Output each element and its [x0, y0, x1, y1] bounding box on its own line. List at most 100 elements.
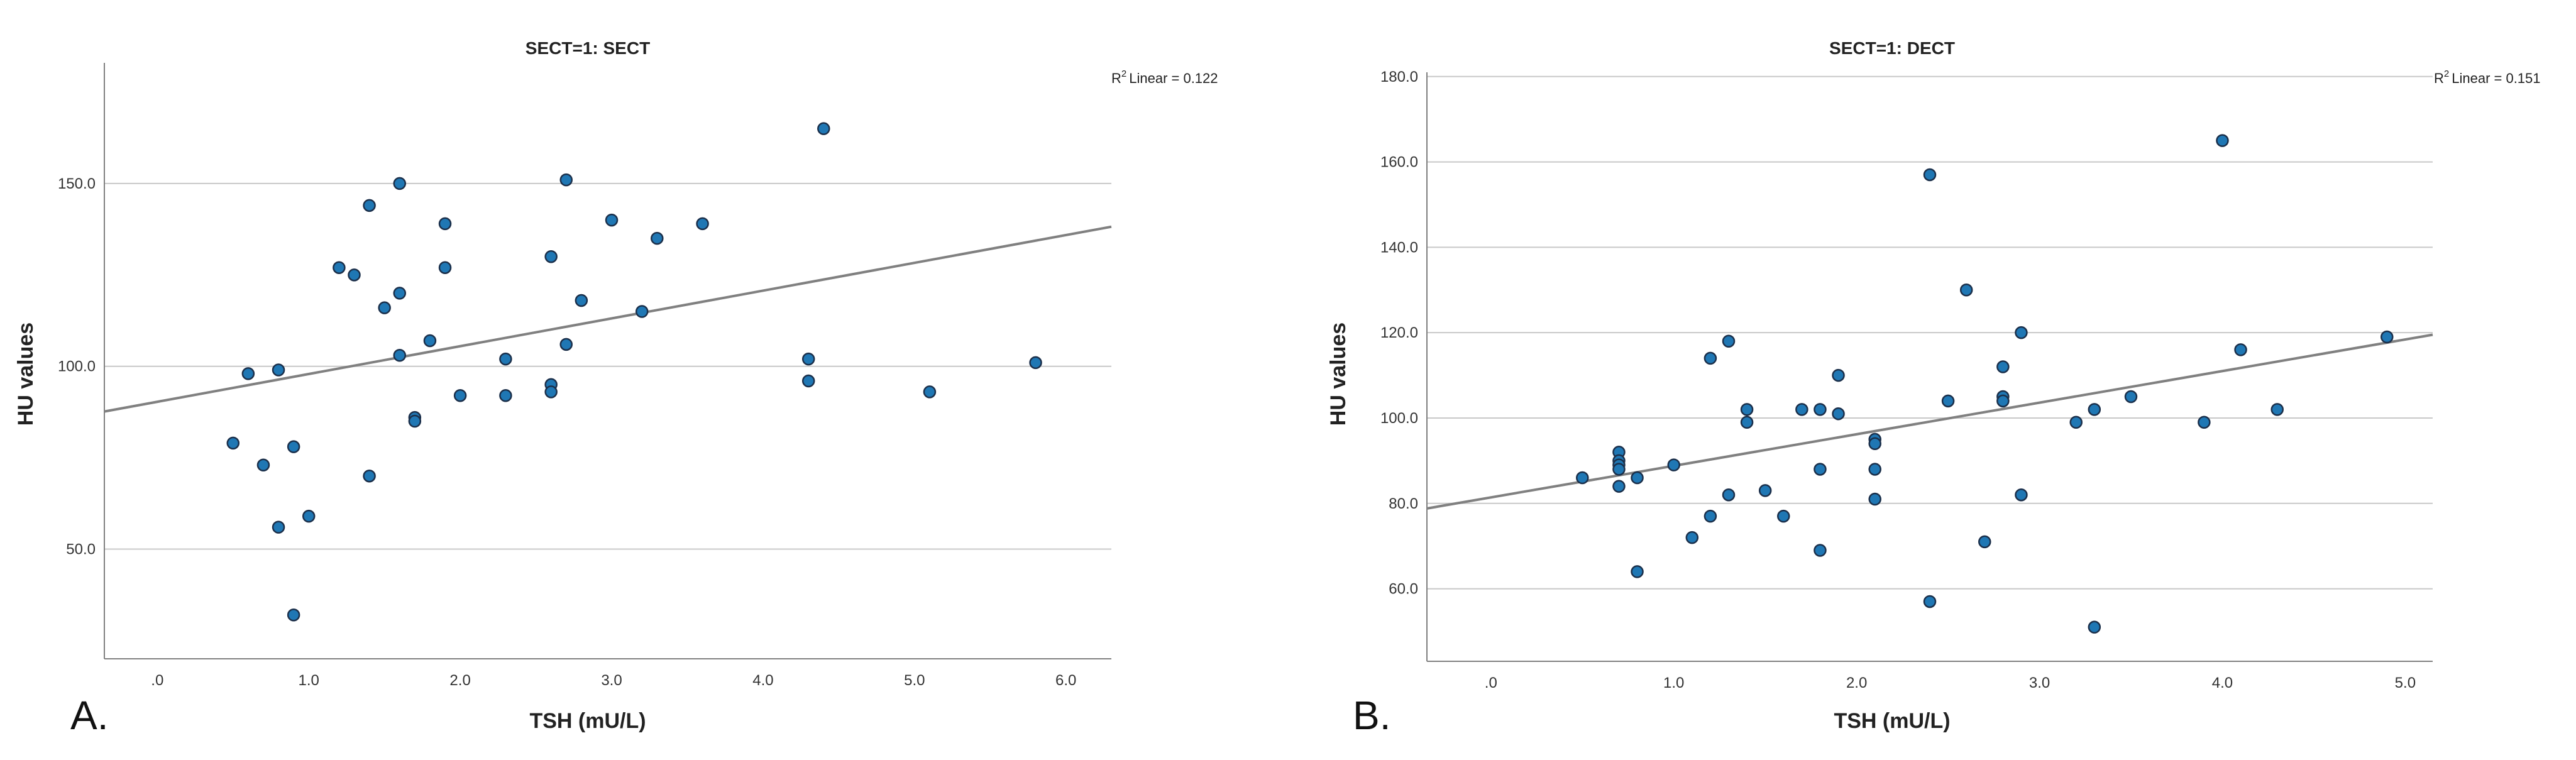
data-point	[2271, 403, 2284, 416]
data-point	[2234, 343, 2247, 356]
data-point	[272, 363, 285, 377]
data-point	[393, 287, 407, 300]
x-tick-label: 3.0	[601, 672, 622, 689]
r2-label: R2 Linear = 0.122	[1111, 69, 1218, 86]
x-tick-label: 3.0	[2029, 675, 2050, 691]
chart-dect: 60.0 80.0 100.0 120.0 140.0 160.0 180.0 .0 1.0 2.…	[1326, 38, 2541, 738]
x-tick-label: .0	[151, 672, 163, 689]
data-point	[2216, 134, 2229, 147]
data-point	[499, 389, 512, 402]
data-point	[348, 268, 361, 282]
chart-title: SECT=1: SECT	[526, 38, 650, 58]
data-points	[226, 122, 1042, 622]
data-point	[1685, 531, 1699, 544]
data-point	[302, 509, 316, 523]
data-point	[1978, 535, 1991, 549]
data-point	[696, 217, 709, 231]
x-tick-label: 1.0	[1663, 675, 1684, 691]
x-tick-label: 4.0	[752, 672, 773, 689]
data-point	[438, 217, 452, 231]
data-point	[801, 374, 815, 388]
data-point	[499, 352, 512, 366]
tick-labels: 50.0 100.0 150.0 .0 1.0 2.0 3.0 4.0 5.0 6.0	[58, 175, 1076, 689]
data-point	[1631, 471, 1644, 485]
fit-line-group	[104, 225, 1112, 413]
fit-line	[104, 225, 1112, 413]
data-point	[272, 520, 285, 534]
data-point	[1996, 360, 2010, 373]
x-tick-label: 2.0	[449, 672, 470, 689]
data-point	[2088, 620, 2101, 634]
data-point	[1631, 565, 1644, 578]
data-point	[1722, 488, 1736, 502]
data-point	[1923, 595, 1937, 609]
y-tick-label: 50.0	[66, 541, 96, 558]
x-tick-label: .0	[1485, 675, 1497, 691]
y-tick-label: 100.0	[58, 358, 96, 375]
data-point	[1996, 394, 2010, 408]
data-point	[363, 469, 376, 483]
axes	[1426, 72, 2433, 662]
data-point	[923, 385, 937, 399]
data-point	[1832, 407, 1845, 421]
data-point	[2015, 326, 2028, 339]
data-point	[256, 458, 270, 472]
data-point	[1740, 403, 1754, 416]
x-axis-label: TSH (mU/L)	[1834, 709, 1950, 733]
data-point	[1722, 334, 1736, 348]
data-points	[1576, 134, 2394, 634]
x-axis-label: TSH (mU/L)	[529, 709, 646, 733]
data-point	[1959, 284, 1973, 297]
data-point	[2124, 390, 2138, 404]
data-point	[1941, 394, 1955, 408]
data-point	[1814, 544, 1827, 557]
data-point	[1612, 480, 1626, 493]
gridlines	[104, 182, 1111, 550]
y-axis-label: HU values	[1326, 322, 1350, 426]
data-point	[287, 440, 300, 453]
x-tick-label: 4.0	[2212, 675, 2233, 691]
y-tick-label: 150.0	[58, 175, 96, 192]
data-point	[241, 367, 255, 380]
y-tick-label: 180.0	[1380, 69, 1418, 85]
data-point	[605, 213, 619, 227]
chart-title: SECT=1: DECT	[1829, 38, 1955, 58]
data-point	[423, 334, 437, 348]
y-tick-label: 160.0	[1380, 154, 1418, 171]
data-point	[544, 250, 558, 263]
data-point	[226, 436, 240, 450]
y-tick-label: 100.0	[1380, 410, 1418, 427]
data-point	[1795, 403, 1808, 416]
data-point	[1612, 463, 1626, 476]
data-point	[2381, 330, 2394, 344]
data-point	[559, 173, 573, 187]
data-point	[333, 261, 346, 274]
fit-line	[1426, 333, 2433, 510]
data-point	[1814, 463, 1827, 476]
tick-labels: 60.0 80.0 100.0 120.0 140.0 160.0 180.0 .0 1.0 2.…	[1380, 69, 2416, 691]
data-point	[559, 338, 573, 351]
y-tick-label: 120.0	[1380, 324, 1418, 341]
data-point	[1667, 458, 1680, 471]
data-point	[2198, 416, 2211, 429]
data-point	[1758, 484, 1772, 497]
data-point	[393, 349, 407, 362]
r2-value: Linear = 0.122	[1129, 70, 1218, 86]
data-point	[378, 301, 391, 314]
y-tick-label: 140.0	[1380, 239, 1418, 256]
data-point	[408, 414, 422, 428]
data-point	[817, 122, 830, 135]
y-tick-label: 80.0	[1389, 495, 1418, 512]
data-point	[1868, 437, 1881, 450]
data-point	[1704, 509, 1717, 523]
x-tick-label: 6.0	[1055, 672, 1076, 689]
data-point	[801, 352, 815, 366]
panel-label: B.	[1353, 693, 1390, 738]
data-point	[1029, 356, 1042, 370]
data-point	[1576, 471, 1589, 485]
r2-value: Linear = 0.151	[2452, 70, 2540, 86]
r2-label: R2 Linear = 0.151	[2434, 69, 2541, 86]
panel-label: A.	[70, 693, 108, 738]
data-point	[1777, 509, 1790, 523]
